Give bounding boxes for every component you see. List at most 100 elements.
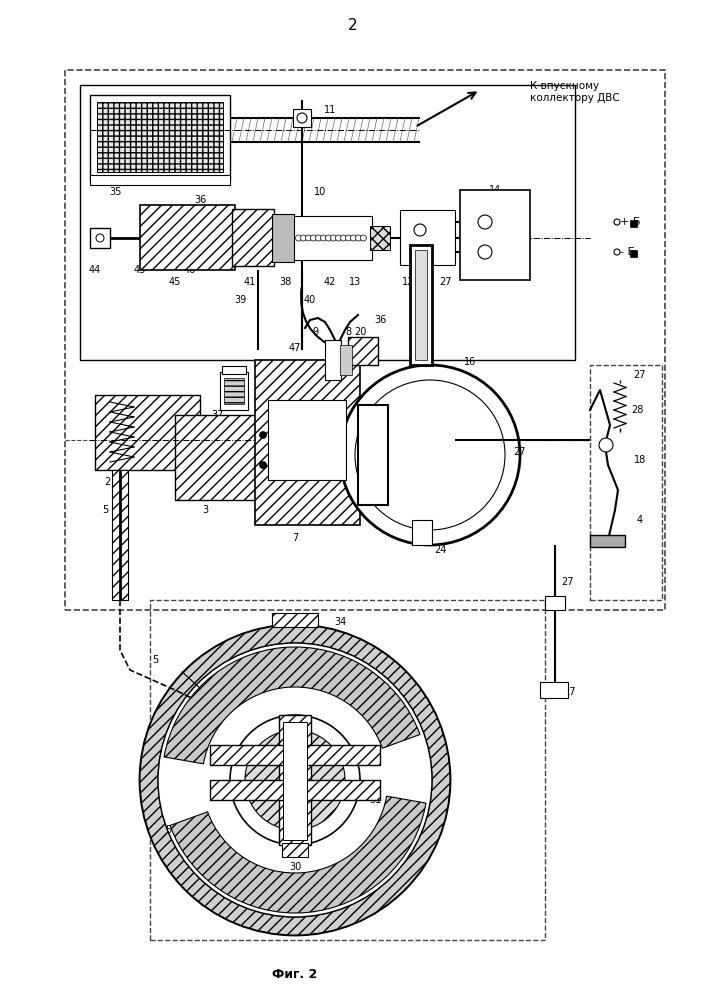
Text: 27: 27 bbox=[633, 370, 646, 380]
Bar bbox=[90, 228, 110, 248]
Text: 38: 38 bbox=[279, 277, 291, 287]
Text: 41: 41 bbox=[244, 277, 256, 287]
Text: 16: 16 bbox=[464, 357, 476, 367]
Wedge shape bbox=[170, 796, 426, 913]
Circle shape bbox=[346, 235, 351, 241]
Text: 31: 31 bbox=[369, 795, 381, 805]
Text: 20: 20 bbox=[354, 327, 366, 337]
Text: 24: 24 bbox=[434, 545, 446, 555]
Text: 9: 9 bbox=[312, 327, 318, 337]
Circle shape bbox=[300, 235, 307, 241]
Text: 3: 3 bbox=[202, 505, 208, 515]
Circle shape bbox=[356, 235, 361, 241]
Circle shape bbox=[414, 224, 426, 236]
Circle shape bbox=[336, 235, 341, 241]
Text: 33: 33 bbox=[169, 733, 181, 743]
Circle shape bbox=[259, 432, 267, 438]
Text: 2: 2 bbox=[104, 477, 110, 487]
Bar bbox=[224, 378, 244, 404]
Text: 5: 5 bbox=[152, 655, 158, 665]
Bar bbox=[282, 843, 308, 857]
Bar bbox=[97, 102, 223, 172]
Circle shape bbox=[614, 219, 620, 225]
Circle shape bbox=[305, 235, 312, 241]
Bar bbox=[222, 366, 246, 374]
Bar bbox=[255, 360, 360, 525]
Bar bbox=[410, 245, 432, 365]
Circle shape bbox=[478, 245, 492, 259]
Text: 13: 13 bbox=[349, 277, 361, 287]
Bar bbox=[540, 682, 568, 698]
Circle shape bbox=[297, 113, 307, 123]
Text: 4: 4 bbox=[637, 515, 643, 525]
Text: 30: 30 bbox=[289, 862, 301, 872]
Text: 37: 37 bbox=[212, 410, 224, 420]
Text: 28: 28 bbox=[631, 405, 643, 415]
Bar bbox=[232, 209, 274, 266]
Circle shape bbox=[315, 235, 322, 241]
Text: 27: 27 bbox=[514, 447, 526, 457]
Text: 6: 6 bbox=[245, 885, 251, 895]
Text: 10: 10 bbox=[314, 187, 326, 197]
Circle shape bbox=[230, 715, 360, 845]
Circle shape bbox=[310, 235, 317, 241]
Text: 5: 5 bbox=[192, 720, 198, 730]
Text: 46: 46 bbox=[184, 265, 196, 275]
Text: 18: 18 bbox=[634, 455, 646, 465]
Text: 29: 29 bbox=[292, 435, 304, 445]
Text: 8: 8 bbox=[345, 327, 351, 337]
Bar bbox=[590, 535, 625, 547]
Text: + Б: + Б bbox=[620, 217, 641, 227]
Bar bbox=[545, 596, 565, 610]
Text: 47: 47 bbox=[289, 343, 301, 353]
Circle shape bbox=[341, 235, 346, 241]
Text: 7: 7 bbox=[292, 533, 298, 543]
Bar bbox=[348, 337, 378, 365]
Bar bbox=[340, 345, 352, 375]
Bar bbox=[283, 722, 307, 840]
Text: 5: 5 bbox=[165, 825, 171, 835]
Text: К впускному
коллектору ДВС: К впускному коллектору ДВС bbox=[530, 81, 620, 103]
Circle shape bbox=[361, 235, 366, 241]
Bar bbox=[80, 85, 575, 360]
Text: - Б: - Б bbox=[620, 247, 635, 257]
Bar bbox=[370, 226, 390, 250]
Text: 44: 44 bbox=[89, 265, 101, 275]
Circle shape bbox=[96, 234, 104, 242]
Bar bbox=[630, 250, 637, 257]
Wedge shape bbox=[164, 647, 420, 764]
Bar bbox=[293, 109, 311, 127]
Text: 36: 36 bbox=[194, 195, 206, 205]
Bar bbox=[590, 365, 662, 600]
Bar bbox=[460, 190, 530, 280]
Bar bbox=[90, 95, 230, 180]
Bar bbox=[175, 415, 260, 500]
Circle shape bbox=[414, 246, 426, 258]
Bar bbox=[65, 70, 665, 610]
Circle shape bbox=[245, 730, 345, 830]
Text: 40: 40 bbox=[304, 295, 316, 305]
Text: 12: 12 bbox=[402, 277, 414, 287]
Bar bbox=[358, 405, 388, 505]
Text: 32: 32 bbox=[364, 840, 376, 850]
Bar bbox=[150, 600, 545, 940]
Circle shape bbox=[259, 462, 267, 468]
Bar bbox=[268, 400, 346, 480]
Circle shape bbox=[296, 235, 301, 241]
Circle shape bbox=[140, 625, 450, 935]
Wedge shape bbox=[140, 625, 450, 935]
Text: 14: 14 bbox=[489, 185, 501, 195]
Bar bbox=[220, 372, 248, 410]
Text: 27: 27 bbox=[562, 577, 574, 587]
Bar bbox=[90, 175, 230, 185]
Bar bbox=[210, 780, 380, 800]
Circle shape bbox=[478, 215, 492, 229]
Circle shape bbox=[351, 235, 356, 241]
Bar bbox=[95, 395, 200, 470]
Bar bbox=[630, 220, 637, 227]
Text: 27: 27 bbox=[439, 277, 451, 287]
Text: 45: 45 bbox=[169, 277, 181, 287]
Bar bbox=[412, 520, 432, 545]
Bar bbox=[272, 613, 318, 627]
Text: 39: 39 bbox=[234, 295, 246, 305]
